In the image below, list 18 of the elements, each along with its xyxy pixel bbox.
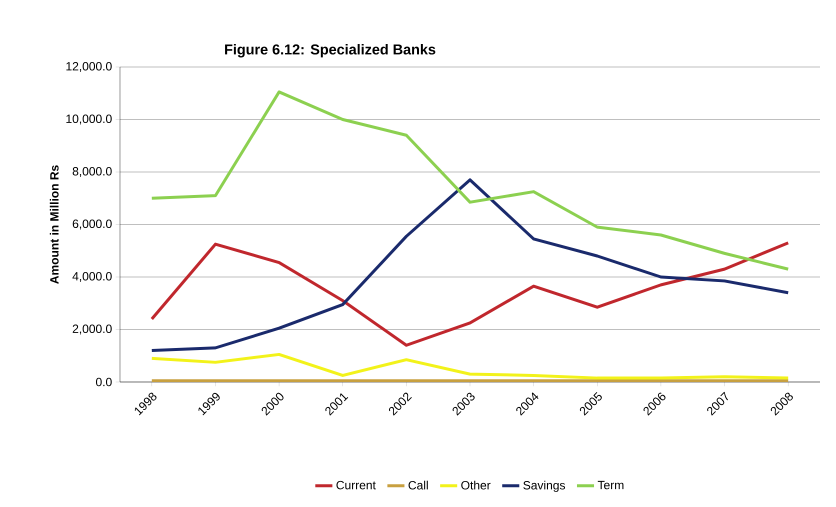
y-tick-label: 6,000.0 — [72, 220, 112, 230]
legend-label: Savings — [523, 480, 566, 492]
y-tick-label: 0.0 — [96, 378, 112, 386]
line-series — [150, 352, 790, 380]
y-tick-label: 2,000.0 — [72, 324, 112, 334]
legend-label: Call — [408, 480, 428, 490]
legend-label: Term — [598, 480, 624, 490]
y-tick-label: 10,000.0 — [66, 114, 112, 124]
y-tick-label: 12,000.0 — [66, 62, 112, 72]
y-tick-label: 8,000.0 — [72, 167, 112, 177]
legend-label: Current — [336, 480, 376, 490]
chart-title: Figure 6.12: Specialized Banks — [225, 44, 436, 58]
line-series — [150, 241, 790, 347]
legend-label: Other — [461, 480, 491, 490]
line-series — [150, 178, 790, 352]
y-axis-title: Amount in Million Rs — [50, 165, 59, 284]
y-tick-label: 4,000.0 — [72, 272, 112, 282]
line-series — [150, 90, 790, 271]
